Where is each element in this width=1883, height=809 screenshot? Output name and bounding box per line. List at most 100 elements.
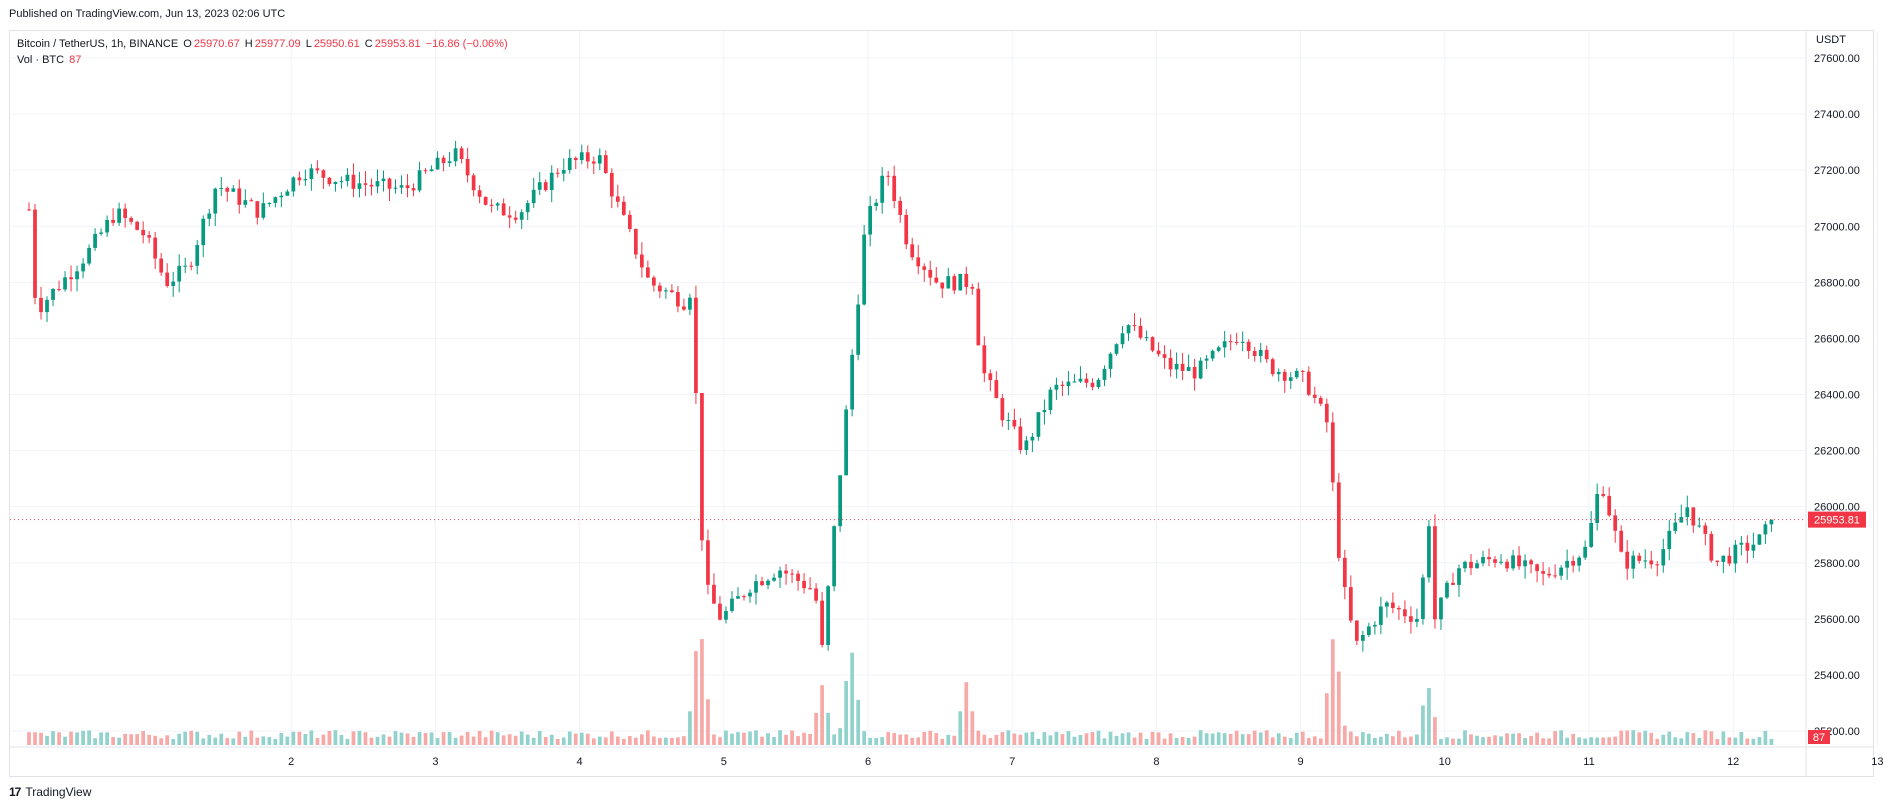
volume-bar: [1126, 732, 1131, 745]
volume-bar: [69, 731, 73, 745]
volume-bar: [1619, 730, 1624, 745]
candle-body: [429, 169, 434, 172]
candle-body: [1288, 377, 1293, 381]
volume-bar: [1060, 734, 1065, 745]
volume-bar: [531, 737, 536, 745]
volume-bar: [543, 736, 548, 745]
candle-body: [952, 276, 957, 291]
volume-bar: [579, 732, 584, 745]
candle-body: [279, 195, 284, 198]
volume-bar: [838, 728, 842, 745]
volume-bar: [411, 736, 416, 745]
candle-body: [489, 204, 494, 206]
candle-body: [591, 161, 596, 164]
volume-bar: [730, 733, 734, 745]
x-tick-label: 8: [1153, 756, 1159, 768]
volume-bar: [183, 731, 188, 745]
candle-body: [339, 181, 344, 183]
candle-body: [285, 191, 290, 196]
volume-label[interactable]: Vol · BTC: [17, 54, 65, 66]
candle-body: [1102, 368, 1107, 380]
candle-body: [1577, 557, 1582, 566]
volume-bar: [1733, 737, 1738, 745]
candle-body: [1523, 560, 1527, 567]
y-tick-label: 26000.00: [1814, 502, 1860, 514]
volume-bar: [1517, 733, 1521, 745]
volume-bar: [784, 734, 788, 745]
volume-bar: [682, 736, 686, 745]
y-tick-label: 27600.00: [1814, 53, 1860, 65]
candle-body: [1228, 341, 1233, 343]
volume-bar: [381, 734, 386, 745]
volume-bar: [916, 737, 921, 745]
currency-label[interactable]: USDT: [1816, 34, 1846, 46]
volume-bar: [1198, 730, 1203, 745]
volume-bar: [1030, 731, 1035, 745]
candle-body: [153, 237, 158, 259]
candle-body: [1078, 378, 1083, 382]
candle-body: [1727, 555, 1732, 564]
candle-body: [1583, 546, 1588, 558]
volume-bar: [1156, 732, 1161, 745]
volume-bar: [1012, 733, 1017, 745]
volume-bar: [772, 737, 776, 745]
volume-bar: [63, 736, 67, 745]
symbol-label[interactable]: Bitcoin / TetherUS, 1h, BINANCE: [17, 38, 179, 50]
volume-bar: [760, 736, 764, 745]
volume-bar: [123, 733, 127, 745]
volume-bar: [261, 736, 266, 745]
volume-bar: [856, 699, 861, 745]
x-tick-label: 12: [1727, 756, 1739, 768]
candle-body: [1733, 544, 1738, 564]
candle-body: [537, 182, 542, 190]
chart-frame[interactable]: [9, 30, 1874, 777]
low-label: L: [305, 38, 312, 50]
candle-body: [1216, 347, 1221, 351]
volume-bar: [1583, 738, 1588, 745]
volume-bar: [1505, 733, 1509, 745]
volume-bar: [1715, 739, 1720, 745]
candle-body: [249, 200, 254, 202]
candle-body: [1667, 530, 1672, 550]
candle-body: [405, 185, 410, 189]
tradingview-footer[interactable]: 17 TradingView: [9, 785, 91, 799]
volume-bar: [706, 699, 710, 745]
candle-body: [1174, 363, 1179, 370]
candle-body: [1180, 363, 1185, 372]
volume-bar: [1294, 732, 1299, 745]
volume-bar: [417, 732, 422, 745]
volume-bar: [928, 730, 933, 745]
volume-bar: [1276, 733, 1281, 745]
candle-body: [105, 219, 109, 233]
candle-body: [724, 611, 728, 620]
volume-bar: [1084, 733, 1089, 745]
volume-bar: [219, 733, 224, 745]
candle-body: [1481, 557, 1485, 564]
last-volume-label: 87: [1813, 732, 1825, 744]
candle-body: [772, 577, 776, 581]
candle-body: [51, 289, 55, 300]
volume-bar: [1120, 733, 1125, 745]
last-volume-badge: [1808, 730, 1830, 744]
volume-bar: [147, 734, 152, 745]
volume-row: Vol · BTC 87: [17, 52, 510, 68]
candle-body: [1090, 382, 1095, 388]
volume-bar: [393, 731, 398, 745]
candle-body: [946, 276, 951, 289]
volume-bar: [45, 735, 49, 745]
volume-bar: [453, 737, 458, 745]
candle-body: [1613, 515, 1618, 531]
last-price-badge: [1808, 511, 1866, 528]
candle-body: [1054, 384, 1059, 390]
candle-body: [459, 148, 464, 160]
candle-body: [357, 183, 362, 189]
candle-body: [1757, 534, 1762, 545]
volume-bar: [1312, 736, 1317, 745]
volume-bar: [850, 652, 855, 745]
candle-body: [862, 234, 867, 305]
volume-bar: [676, 737, 680, 745]
volume-bar: [375, 736, 380, 745]
volume-bar: [1481, 737, 1485, 745]
candle-body: [1042, 410, 1047, 413]
